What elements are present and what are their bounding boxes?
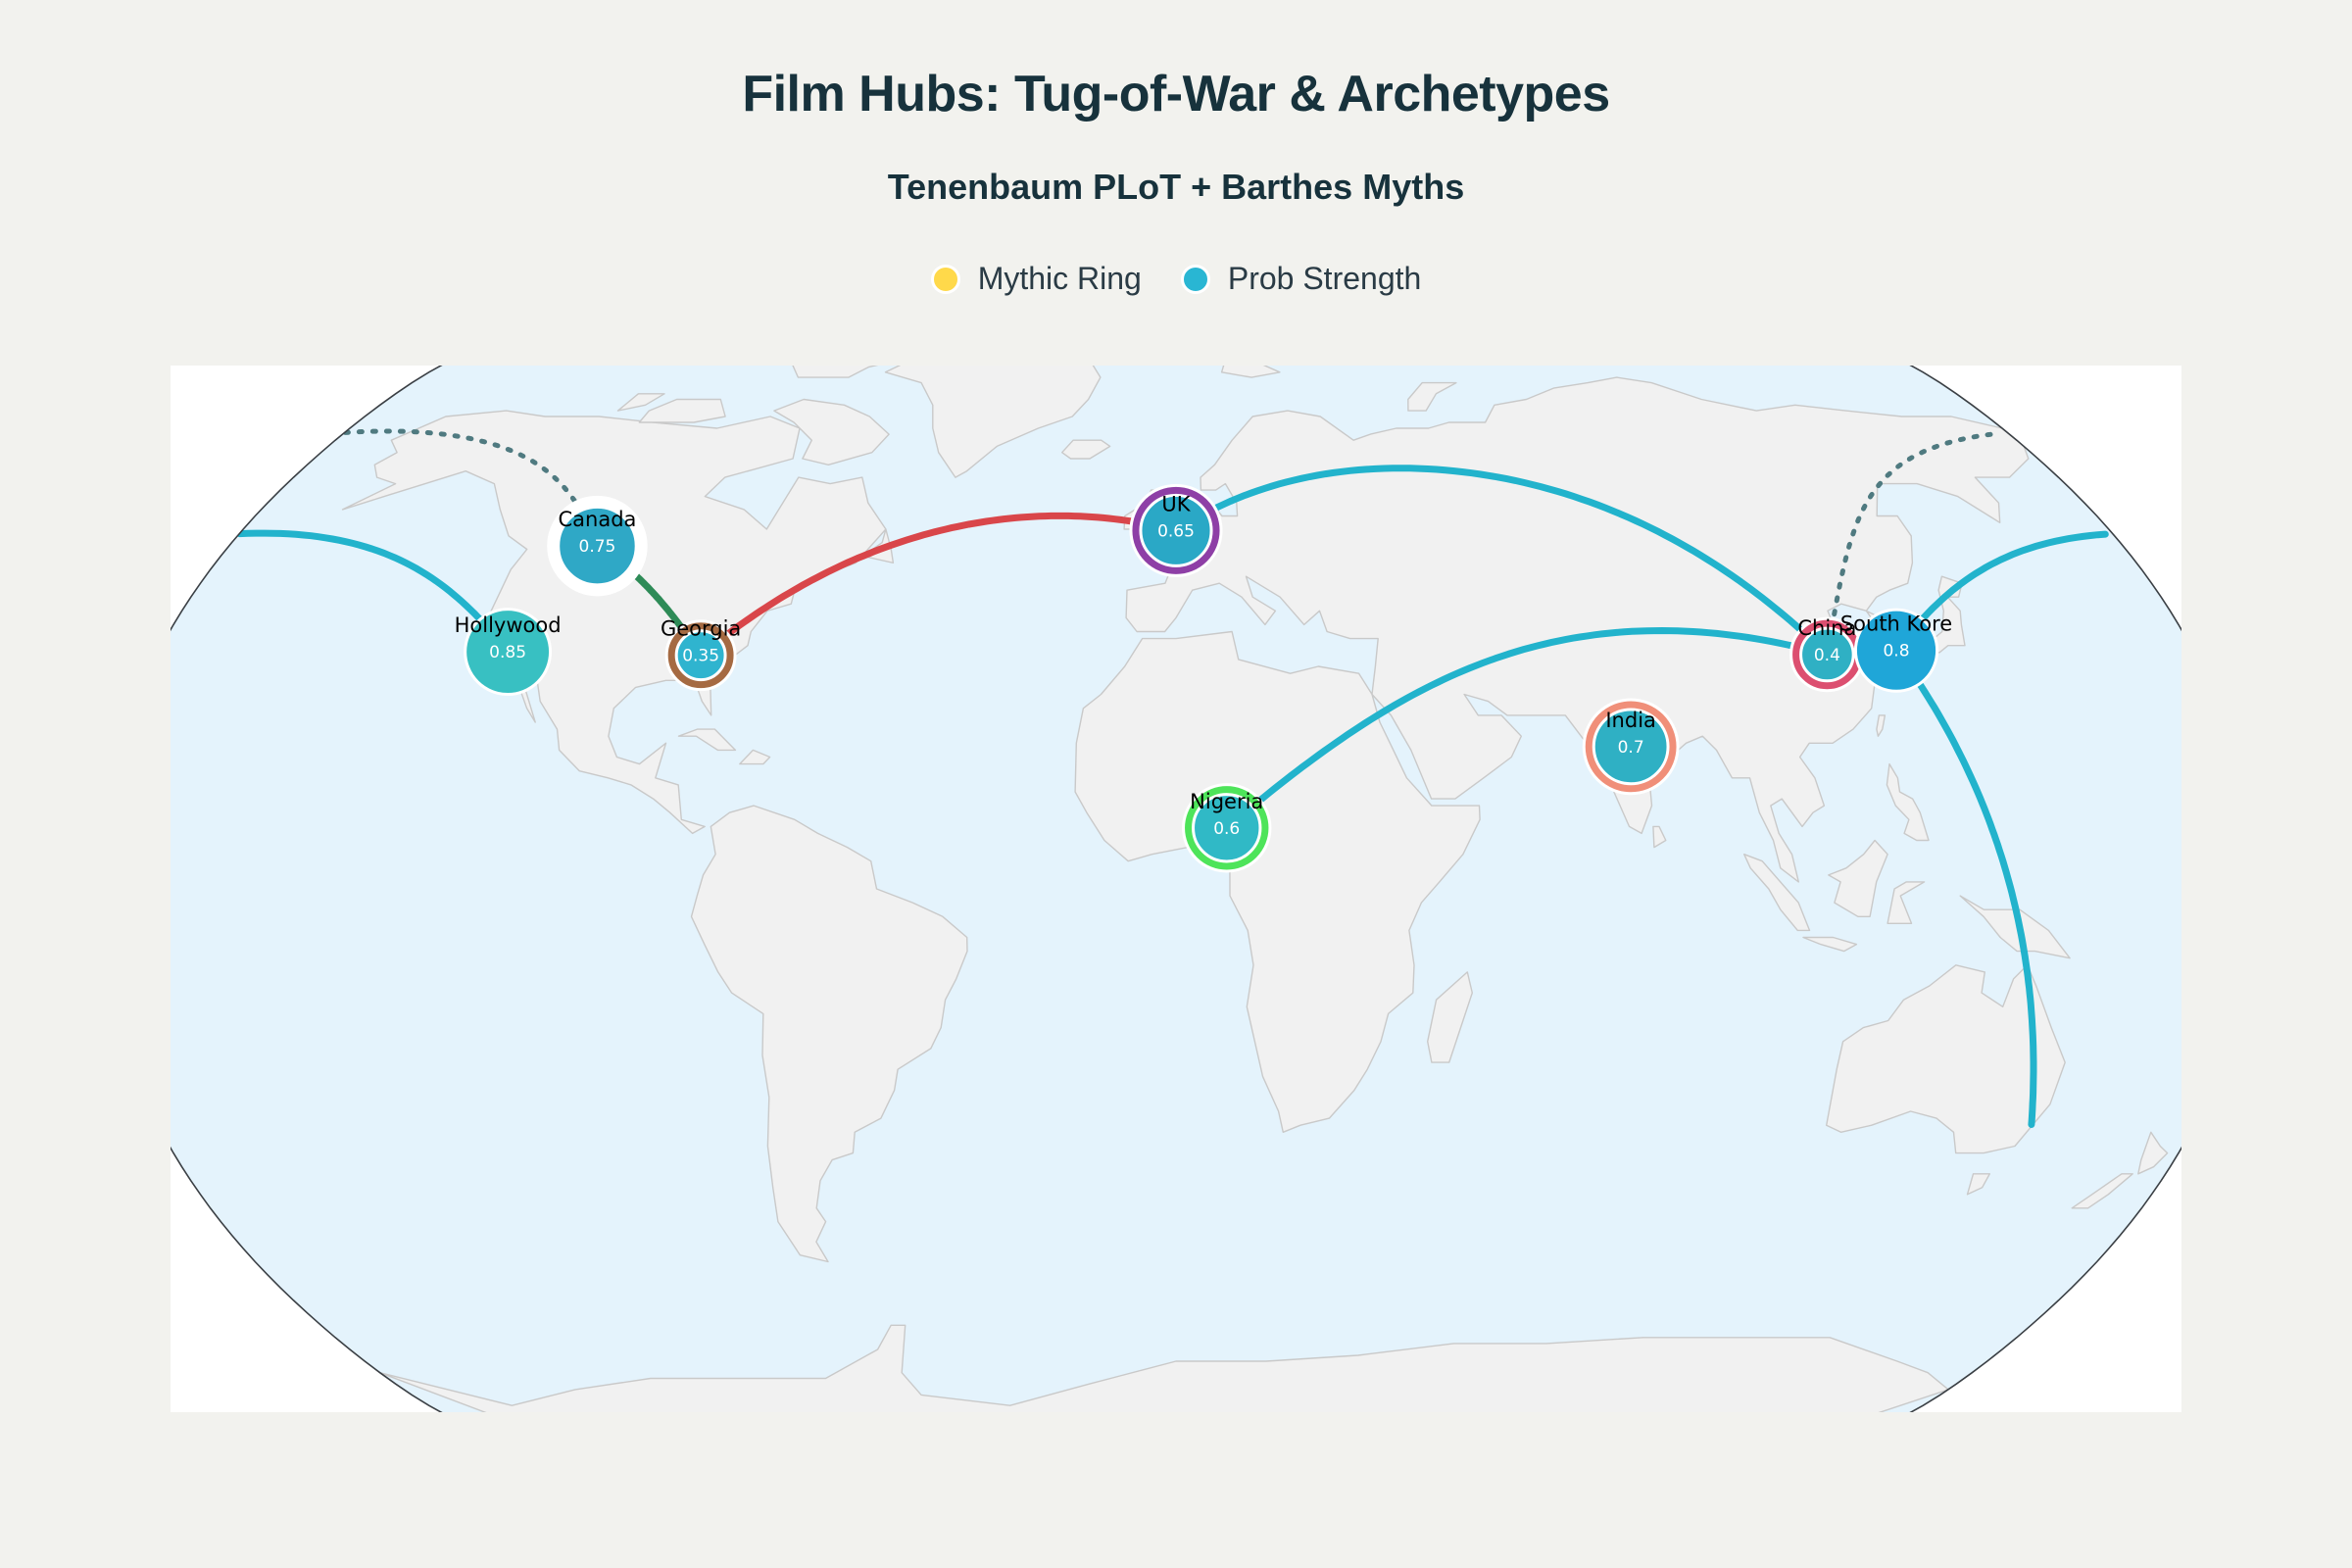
hub-layer: Hollywood 0.85 Canada 0.75 Georgia 0.35 UK 0.65… xyxy=(455,483,1952,873)
chart-title: Film Hubs: Tug-of-War & Archetypes xyxy=(742,66,1610,122)
strength-bubble-canada xyxy=(557,505,638,587)
land-victoria-island xyxy=(638,398,726,423)
hub-label-south-kore: South Kore xyxy=(1840,612,1952,636)
land-ellesmere-island xyxy=(790,366,933,378)
land-java xyxy=(1802,936,1858,953)
hub-label-india: India xyxy=(1605,709,1656,732)
land-sri-lanka xyxy=(1652,825,1667,849)
flow-uk-to-china[interactable] xyxy=(1172,465,1831,659)
flow-georgia-to-uk[interactable] xyxy=(697,512,1180,660)
hub-canada[interactable]: Canada 0.75 xyxy=(547,495,648,597)
hub-south-kore[interactable]: South Kore 0.8 xyxy=(1840,608,1952,693)
hub-nigeria[interactable]: Nigeria 0.6 xyxy=(1182,783,1272,873)
strength-bubble-china xyxy=(1799,626,1855,683)
land-greenland xyxy=(884,366,1102,478)
strength-bubble-india xyxy=(1592,708,1670,786)
flow-south-kore-to-australia[interactable] xyxy=(1892,647,2037,1128)
land-sulawesi xyxy=(1886,881,1926,924)
hub-value-south-kore: 0.8 xyxy=(1883,642,1909,662)
hub-value-hollywood: 0.85 xyxy=(489,643,526,662)
flow-china-to-nigeria[interactable] xyxy=(1223,626,1831,832)
land-banks-island xyxy=(616,393,665,412)
hub-value-nigeria: 0.6 xyxy=(1213,819,1240,839)
land-new-zealand-north xyxy=(2137,1131,2169,1175)
hub-label-hollywood: Hollywood xyxy=(455,613,562,637)
land-madagascar xyxy=(1427,971,1473,1063)
land-philippines xyxy=(1886,762,1930,842)
land-svalbard xyxy=(1220,366,1281,378)
land-antarctica xyxy=(379,1324,1949,1412)
chart-subtitle: Tenenbaum PLoT + Barthes Myths xyxy=(887,167,1465,207)
land-borneo xyxy=(1828,839,1888,917)
hub-label-nigeria: Nigeria xyxy=(1190,790,1263,813)
land-south-america xyxy=(690,805,968,1263)
land-baffin-island xyxy=(773,398,890,466)
strength-bubble-georgia xyxy=(674,629,727,682)
legend-label-prob-strength: Prob Strength xyxy=(1227,261,1422,296)
land-sumatra xyxy=(1743,854,1811,932)
land-hispaniola xyxy=(739,749,771,765)
hub-value-canada: 0.75 xyxy=(579,537,616,557)
land-iceland xyxy=(1061,439,1111,460)
legend: Mythic Ring Prob Strength xyxy=(0,261,2352,297)
legend-marker-prob-strength xyxy=(1180,264,1210,294)
land-australia xyxy=(1826,964,2066,1154)
legend-label-mythic-ring: Mythic Ring xyxy=(977,261,1142,296)
hub-value-china: 0.4 xyxy=(1814,646,1840,665)
hub-georgia[interactable]: Georgia 0.35 xyxy=(661,617,741,692)
legend-item-mythic-ring[interactable]: Mythic Ring xyxy=(930,261,1142,297)
strength-bubble-nigeria xyxy=(1192,793,1262,863)
land-new-guinea xyxy=(1959,895,2071,959)
land-north-america xyxy=(341,410,887,835)
strength-bubble-south-kore xyxy=(1853,608,1939,693)
hub-label-china: China xyxy=(1797,616,1856,640)
land-taiwan xyxy=(1876,714,1886,737)
hub-value-india: 0.7 xyxy=(1618,738,1644,758)
land-cuba xyxy=(677,728,737,752)
legend-item-prob-strength[interactable]: Prob Strength xyxy=(1180,261,1422,297)
land-novaya-zemlya xyxy=(1407,381,1457,412)
land-new-zealand-south xyxy=(2071,1173,2133,1209)
map-panel[interactable]: Hollywood 0.85 Canada 0.75 Georgia 0.35 UK 0.65… xyxy=(171,366,2181,1412)
hub-value-georgia: 0.35 xyxy=(682,647,719,666)
strength-bubble-hollywood xyxy=(464,608,553,697)
hub-label-georgia: Georgia xyxy=(661,617,741,641)
hub-uk[interactable]: UK 0.65 xyxy=(1129,483,1223,577)
legend-marker-mythic-ring xyxy=(930,264,960,294)
hub-india[interactable]: India 0.7 xyxy=(1582,698,1680,796)
hub-label-uk: UK xyxy=(1161,492,1191,515)
hub-value-uk: 0.65 xyxy=(1157,521,1195,541)
hub-label-canada: Canada xyxy=(558,508,636,531)
strength-bubble-uk xyxy=(1139,493,1213,567)
world-map[interactable]: Hollywood 0.85 Canada 0.75 Georgia 0.35 UK 0.65… xyxy=(171,366,2181,1412)
hub-hollywood[interactable]: Hollywood 0.85 xyxy=(455,608,562,697)
land-tasmania xyxy=(1966,1173,1990,1196)
